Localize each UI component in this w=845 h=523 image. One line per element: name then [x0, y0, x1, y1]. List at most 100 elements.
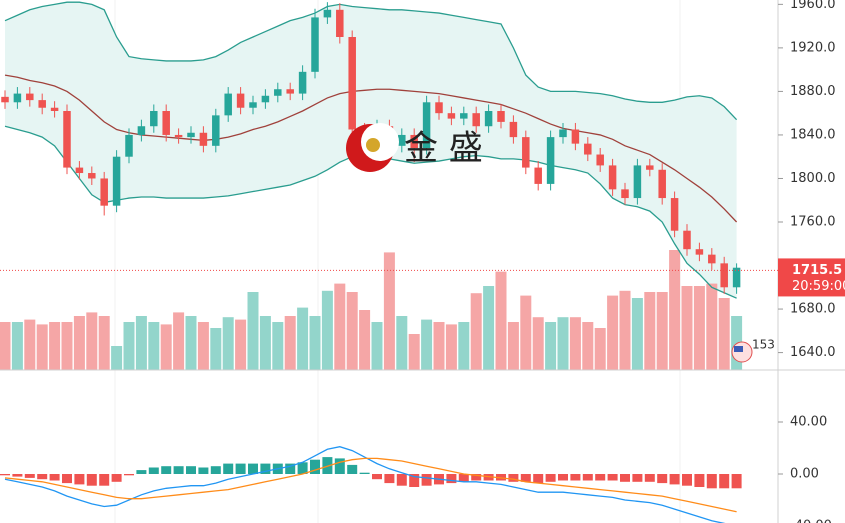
candle-body [695, 249, 704, 255]
volume-bar [11, 322, 23, 370]
macd-hist [235, 463, 246, 474]
volume-bar [284, 316, 296, 370]
candle-body [13, 93, 22, 103]
volume-bar [272, 322, 284, 370]
volume-bar [594, 328, 606, 370]
macd-hist [694, 474, 705, 487]
macd-hist [148, 467, 159, 474]
candle-body [658, 169, 666, 199]
macd-hist [409, 474, 420, 487]
candle-body [683, 230, 691, 250]
macd-hist [0, 474, 10, 476]
volume-bar [135, 316, 147, 370]
candle-body [435, 102, 443, 114]
y-tick-label: -40.00 [790, 519, 832, 523]
macd-hist [372, 474, 382, 480]
candle-body [212, 115, 220, 146]
macd-hist [384, 474, 395, 484]
volume-bar [36, 324, 48, 370]
volume-bar [309, 316, 321, 370]
volume-bar [346, 292, 358, 370]
candle-body [534, 167, 542, 184]
volume-bar [210, 328, 222, 370]
volume-bar [61, 322, 73, 370]
candle-body [199, 132, 208, 146]
volume-bar [185, 316, 197, 370]
volume-bar [495, 271, 507, 370]
volume-bar [582, 322, 594, 370]
candle-body [224, 93, 232, 116]
macd-line [4, 457, 737, 513]
candle-body [50, 107, 59, 111]
last-price-label: 1715.5 [792, 263, 842, 278]
volume-bar [173, 312, 185, 370]
macd-hist [657, 474, 668, 484]
macd-hist [731, 474, 742, 489]
y-tick-label: 1920.0 [790, 40, 836, 55]
macd-hist [334, 458, 345, 474]
macd-hist [607, 474, 618, 481]
candle-body [112, 156, 121, 206]
volume-bar [545, 322, 557, 370]
candle-body [720, 263, 728, 288]
candle-body [608, 165, 617, 190]
candle-body [596, 154, 604, 166]
volume-bar [693, 286, 705, 370]
volume-bar [470, 293, 482, 370]
macd-hist [210, 466, 221, 474]
macd-hist [74, 474, 85, 485]
macd-hist [533, 474, 544, 484]
band-line [4, 1, 738, 121]
candle-body [670, 198, 679, 231]
candle-body [546, 137, 555, 184]
volume-bar [259, 316, 271, 370]
macd-hist [632, 474, 643, 482]
volume-bar [681, 286, 693, 370]
volume-bar [297, 307, 309, 370]
volume-bar [408, 334, 420, 370]
macd-hist [37, 474, 48, 480]
macd-hist [545, 474, 556, 482]
last-price-box [778, 258, 845, 297]
candle-body [286, 89, 294, 94]
candle-body [150, 111, 158, 127]
candle-body [63, 111, 71, 168]
candle-body [509, 121, 518, 138]
macd-hist [12, 474, 23, 477]
badge-flag [734, 346, 743, 352]
macd-hist [595, 474, 606, 481]
macd-hist [669, 474, 680, 485]
volume-bar [222, 317, 234, 370]
y-tick-label: 1760.0 [790, 215, 836, 230]
candle-body [261, 95, 270, 103]
candle-body [323, 9, 332, 18]
macd-hist [347, 464, 358, 474]
candle-body [125, 134, 133, 157]
candle-body [460, 113, 468, 119]
volume-bar [569, 317, 581, 370]
volume-bar [0, 322, 11, 370]
macd-hist [111, 474, 122, 482]
badge-count: 153 [752, 338, 775, 352]
volume-bar [111, 346, 123, 370]
volume-bar [458, 322, 470, 370]
y-tick-label: 40.00 [790, 415, 827, 430]
volume-bar [359, 310, 371, 370]
macd-hist [198, 467, 209, 474]
volume-bar [433, 322, 445, 370]
watermark: 金 盛 [346, 123, 483, 172]
volume-bar [334, 283, 346, 370]
volume-bar [247, 292, 259, 370]
candle-body [621, 189, 629, 199]
volume-bar [160, 324, 172, 370]
volume-bar [619, 290, 631, 370]
candle-body [336, 9, 344, 38]
candle-body [646, 165, 654, 170]
macd-hist [446, 474, 457, 484]
volume-bar [607, 295, 619, 370]
y-tick-label: 1680.0 [790, 302, 836, 317]
macd-hist [421, 474, 432, 486]
y-tick-label: 1960.0 [790, 0, 836, 12]
candle-body [100, 178, 108, 206]
